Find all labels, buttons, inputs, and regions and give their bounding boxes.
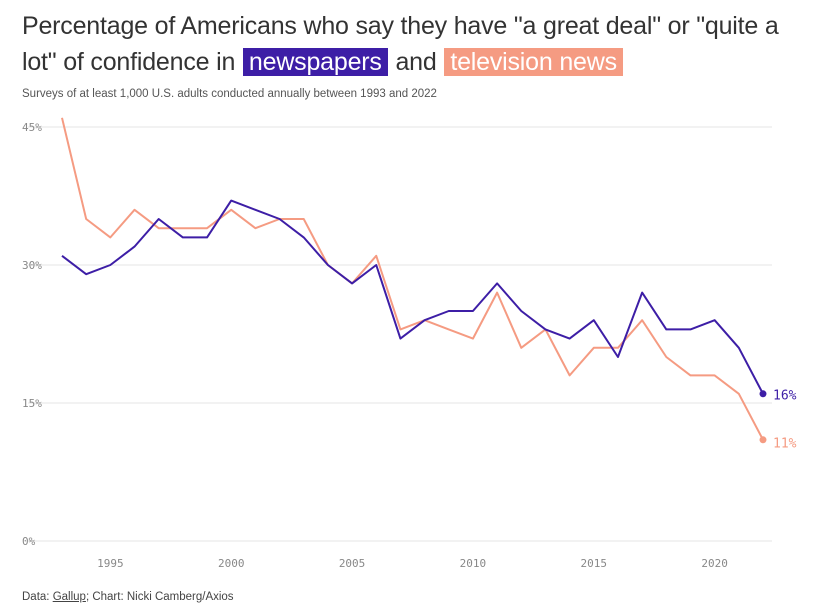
y-tick-label: 45% xyxy=(22,121,42,134)
axis-ticks: 0% 15% 30% 45% 1995 2000 2005 2010 2015 2020 xyxy=(22,121,728,570)
television-end-point xyxy=(759,436,767,444)
x-tick-label: 2020 xyxy=(701,557,728,570)
source-link[interactable]: Gallup xyxy=(52,591,86,603)
line-chart: 0%15%30%45%1995 2000 2005 2010 2015 2020 16%1… xyxy=(22,117,797,570)
x-tick-label: 2000 xyxy=(218,557,245,570)
title-text: Percentage of Americans who say they hav… xyxy=(22,12,779,76)
y-tick-label: 30% xyxy=(22,259,42,272)
x-tick-label: 2010 xyxy=(460,557,487,570)
footer-credit: ; Chart: Nicki Camberg/Axios xyxy=(85,591,234,603)
newspapers-line xyxy=(61,199,764,395)
title-and: and xyxy=(395,48,437,76)
y-tick-label: 15% xyxy=(22,397,42,410)
x-tick-label: 1995 xyxy=(97,557,124,570)
television-line xyxy=(61,117,764,441)
x-tick-label: 2005 xyxy=(339,557,366,570)
series-lines xyxy=(61,117,767,444)
chart-title: Percentage of Americans who say they hav… xyxy=(22,8,812,80)
gridlines xyxy=(28,126,772,542)
x-tick-label: 2015 xyxy=(581,557,608,570)
newspapers-end-label: 16% xyxy=(773,388,797,403)
highlight-television-news: television news xyxy=(444,48,623,76)
chart-footer: Data: Gallup; Chart: Nicki Camberg/Axios xyxy=(22,591,234,603)
chart-subtitle: Surveys of at least 1,000 U.S. adults co… xyxy=(22,88,437,100)
footer-data-prefix: Data: xyxy=(22,591,53,603)
television-end-label: 11% xyxy=(773,436,797,451)
end-labels: 16% 11% xyxy=(773,388,797,451)
newspapers-end-point xyxy=(759,390,767,398)
y-tick-label: 0% xyxy=(22,535,36,548)
highlight-newspapers: newspapers xyxy=(242,48,388,76)
